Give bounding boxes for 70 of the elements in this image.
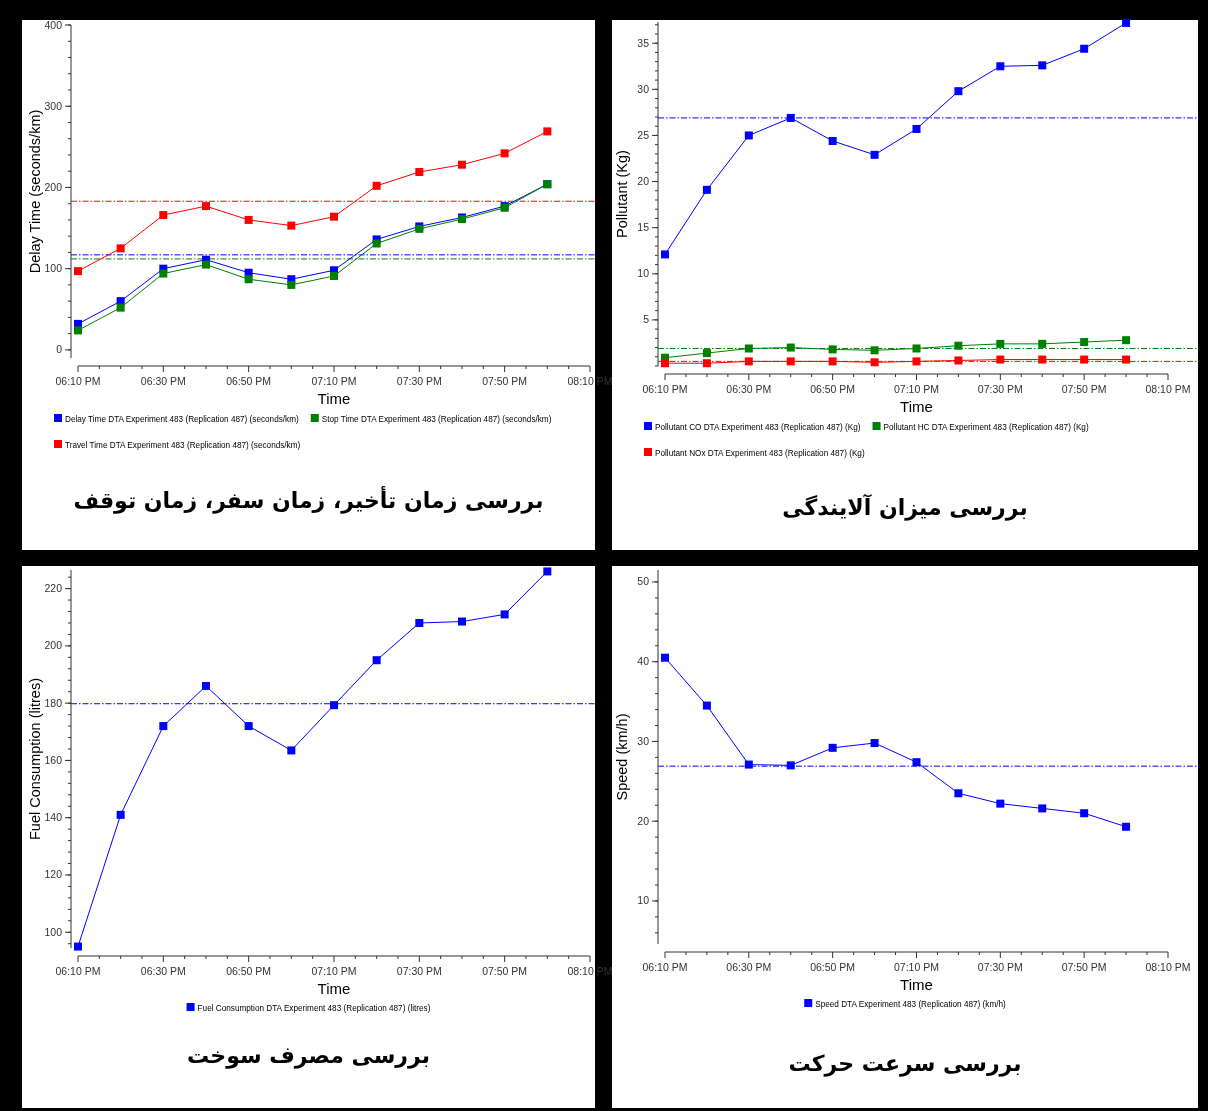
y-tick-label: 300	[44, 99, 63, 112]
x-axis-title: Time	[317, 390, 351, 407]
x-tick-label: 07:10 PM	[311, 375, 357, 387]
x-tick-label: 06:50 PM	[810, 961, 856, 973]
y-tick-label: 200	[44, 180, 63, 193]
x-tick-label: 06:10 PM	[55, 375, 101, 387]
x-tick-label: 07:30 PM	[977, 383, 1023, 395]
x-tick-label: 07:50 PM	[1061, 383, 1107, 395]
x-tick-label: 07:10 PM	[894, 961, 939, 973]
x-tick-label: 07:30 PM	[396, 965, 442, 977]
x-tick-label: 08:10 PM	[1145, 383, 1191, 395]
legend-label: Pollutant NOx DTA Experiment 483 (Replication 487) (Kg)	[655, 449, 865, 458]
y-tick-label: 30	[637, 82, 650, 95]
y-axis-title: Delay Time (seconds/km)	[27, 109, 43, 274]
x-tick-label: 07:30 PM	[977, 961, 1023, 973]
y-tick-label: 180	[44, 696, 63, 709]
y-tick-label: 220	[44, 582, 63, 595]
y-tick-label: 30	[637, 734, 650, 747]
x-tick-label: 06:30 PM	[140, 375, 186, 387]
y-tick-label: 35	[637, 36, 650, 49]
x-tick-label: 07:10 PM	[894, 383, 939, 395]
y-tick-label: 40	[637, 655, 650, 668]
x-tick-label: 07:30 PM	[396, 375, 442, 387]
x-tick-label: 06:50 PM	[226, 965, 272, 977]
x-tick-label: 06:10 PM	[642, 961, 688, 973]
y-tick-label: 0	[56, 343, 63, 356]
y-tick-label: 400	[44, 18, 63, 31]
text: بررسی سرعت حرکت	[788, 1051, 1022, 1077]
y-tick-label: 25	[637, 128, 650, 141]
legend-label: Travel Time DTA Experiment 483 (Replication 487) (seconds/km)	[65, 441, 301, 450]
y-axis-title: Pollutant (Kg)	[614, 150, 630, 238]
y-tick-label: 10	[637, 894, 650, 907]
legend-label: Pollutant HC DTA Experiment 483 (Replication 487) (Kg)	[883, 423, 1089, 432]
y-axis-title: Speed (km/h)	[614, 713, 630, 801]
x-axis-title: Time	[900, 398, 933, 415]
x-tick-label: 08:10 PM	[1145, 961, 1191, 973]
x-tick-label: 06:50 PM	[226, 375, 272, 387]
legend-label: Stop Time DTA Experiment 483 (Replication 487) (seconds/km)	[321, 415, 552, 424]
x-tick-label: 07:50 PM	[482, 375, 528, 387]
legend-label: Speed DTA Experiment 483 (Replication 487) (km/h)	[815, 1000, 1007, 1009]
y-tick-label: 10	[637, 267, 650, 280]
x-tick-label: 06:10 PM	[642, 383, 688, 395]
text: بررسی مصرف سوخت	[187, 1043, 430, 1069]
y-axis-title: Fuel Consumption (litres)	[27, 678, 43, 840]
x-axis-title: Time	[900, 976, 933, 993]
y-tick-label: 50	[637, 575, 650, 588]
y-tick-label: 20	[637, 175, 650, 188]
x-tick-label: 07:50 PM	[482, 965, 528, 977]
x-tick-label: 07:10 PM	[311, 965, 357, 977]
x-axis-title: Time	[317, 980, 351, 997]
y-tick-label: 20	[637, 814, 650, 827]
x-tick-label: 06:50 PM	[810, 383, 856, 395]
legend-label: Pollutant CO DTA Experiment 483 (Replication 487) (Kg)	[655, 423, 861, 432]
y-tick-label: 120	[44, 868, 63, 881]
legend-label: Delay Time DTA Experiment 483 (Replication 487) (seconds/km)	[65, 415, 300, 424]
y-tick-label: 160	[44, 753, 63, 766]
y-tick-label: 15	[637, 221, 650, 234]
text: بررسی میزان آلایندگی	[782, 493, 1028, 521]
y-tick-label: 100	[44, 262, 63, 275]
x-tick-label: 06:10 PM	[55, 965, 101, 977]
y-tick-label: 140	[44, 811, 63, 824]
text: بررسی زمان تأخیر، زمان سفر، زمان توقف	[73, 485, 544, 514]
y-tick-label: 200	[44, 639, 63, 652]
x-tick-label: 06:30 PM	[726, 961, 772, 973]
y-tick-label: 5	[643, 313, 650, 326]
x-tick-label: 06:30 PM	[140, 965, 186, 977]
x-tick-label: 06:30 PM	[726, 383, 772, 395]
x-tick-label: 07:50 PM	[1061, 961, 1107, 973]
legend-label: Fuel Consumption DTA Experiment 483 (Replication 487) (litres)	[197, 1004, 431, 1013]
y-tick-label: 100	[44, 925, 63, 938]
